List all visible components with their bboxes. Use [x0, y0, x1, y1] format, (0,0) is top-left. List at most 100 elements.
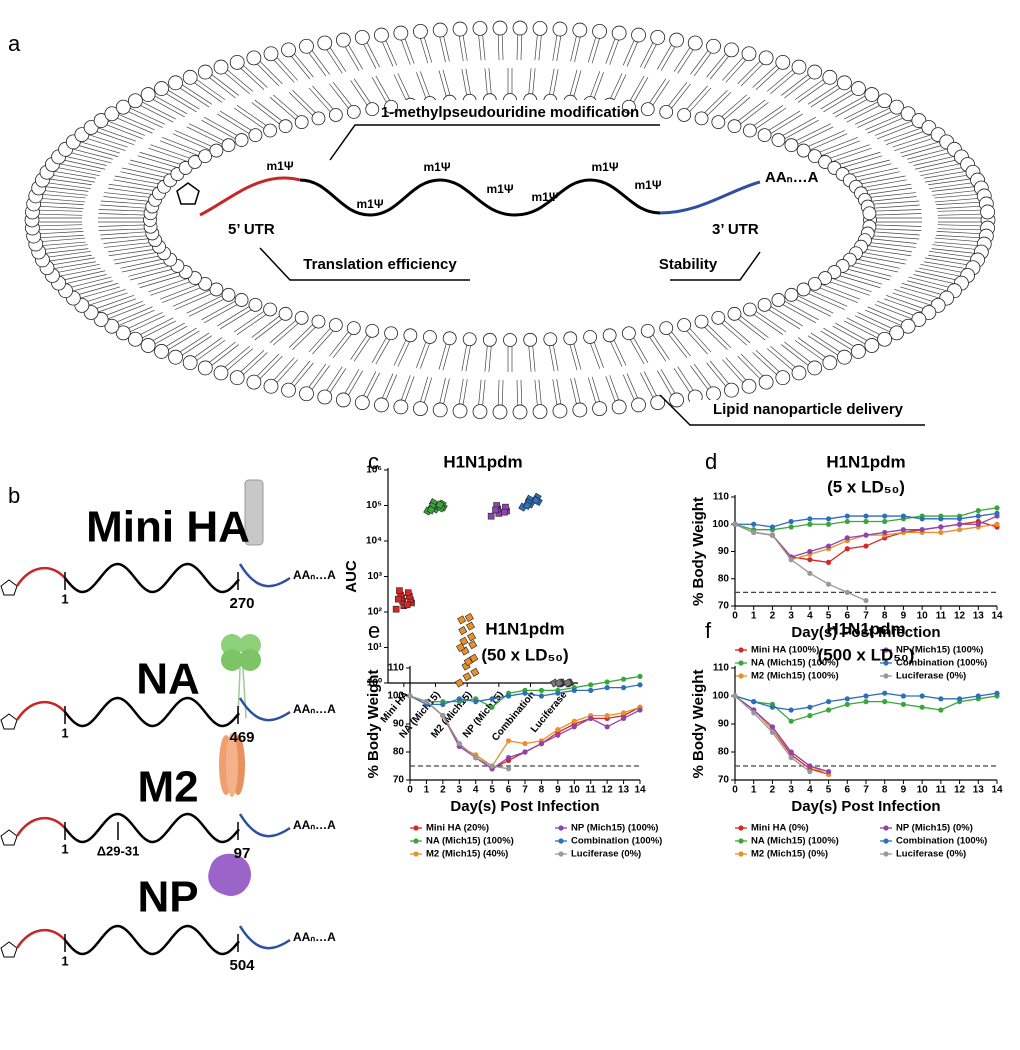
lipid-tail	[813, 137, 858, 155]
lipid-head	[807, 149, 822, 164]
lipid-tail	[32, 228, 83, 231]
end-position: 469	[229, 729, 254, 746]
lipid-tail	[102, 304, 146, 322]
data-point	[489, 704, 495, 710]
lipid-tail	[807, 335, 844, 359]
panel-label: c	[368, 449, 379, 474]
lipid-head	[154, 344, 169, 359]
data-point	[538, 687, 545, 694]
lipid-head	[317, 35, 333, 51]
lipid-head	[413, 401, 428, 416]
x-tick-label: 8	[882, 611, 888, 622]
lipid-head	[877, 93, 893, 109]
data-point	[505, 738, 512, 744]
data-point	[392, 605, 400, 613]
y-tick-label: 90	[718, 719, 730, 730]
legend-label: Luciferase (0%)	[571, 849, 641, 860]
lipid-head	[197, 360, 213, 376]
lipid-head	[724, 42, 739, 58]
lipid-head	[724, 382, 739, 398]
lipid-tail	[219, 110, 258, 135]
data-point	[522, 741, 528, 747]
chart-subtitle: (5 x LD₅₀)	[827, 477, 905, 496]
data-point	[465, 621, 475, 631]
lipid-tail	[901, 143, 948, 158]
lipid-tail	[91, 298, 137, 315]
lipid-tail	[136, 98, 176, 120]
lipid-head	[393, 25, 409, 41]
lipid-tail	[90, 294, 135, 312]
lipid-head	[512, 404, 528, 420]
data-point	[571, 687, 577, 694]
x-tick-label: 14	[991, 611, 1003, 622]
lipid-tail	[72, 143, 119, 158]
data-point	[505, 755, 512, 761]
lipid-head	[403, 328, 418, 343]
y-tick-label: 80	[718, 747, 730, 758]
lipid-tail	[100, 235, 153, 240]
data-point	[462, 672, 472, 682]
x-tick-label: 8	[539, 785, 545, 796]
lipid-tail	[148, 147, 195, 165]
x-tick-label: 6	[845, 611, 851, 622]
data-point	[882, 518, 888, 525]
lipid-tail	[804, 287, 848, 307]
lipid-head	[807, 64, 823, 80]
lipid-tail	[867, 231, 920, 236]
data-point	[788, 718, 794, 724]
lipid-tail	[937, 213, 988, 216]
lipid-tail	[913, 154, 961, 166]
lipid-tail	[702, 92, 732, 120]
data-point	[994, 690, 1000, 696]
five-utr-strand	[15, 566, 66, 587]
lipid-head	[248, 297, 263, 312]
lipid-head	[706, 386, 721, 402]
lipid-head	[246, 50, 262, 66]
lipid-tail	[813, 285, 858, 303]
lipid-tail	[923, 169, 973, 179]
lipid-head	[563, 331, 578, 346]
lipid-head	[472, 20, 488, 36]
x-tick-label: 13	[618, 785, 630, 796]
x-tick-label: 5	[826, 611, 832, 622]
lipid-tail	[233, 107, 269, 133]
lipid-head	[552, 403, 568, 419]
legend-label: NA (Mich15) (100%)	[751, 836, 839, 847]
lipid-head	[711, 310, 726, 325]
data-point	[825, 769, 832, 775]
data-point	[456, 696, 462, 702]
lipid-tail	[57, 270, 106, 282]
x-tick-label: 7	[522, 785, 528, 796]
x-tick-label: 10	[917, 611, 929, 622]
data-point	[975, 513, 981, 519]
lipid-tail	[932, 189, 982, 196]
lipid-head	[346, 104, 361, 119]
x-tick-label: 2	[770, 785, 776, 796]
lipid-tail	[91, 125, 137, 142]
lipid-tail	[176, 81, 213, 105]
lipid-head	[807, 276, 822, 291]
lipid-tail	[928, 177, 978, 186]
modification-site: m1Ψ	[634, 178, 661, 192]
lipid-tail	[907, 280, 954, 293]
lipid-tail	[765, 113, 803, 137]
data-point	[938, 707, 944, 713]
lipid-tail	[908, 276, 956, 290]
lipid-tail	[751, 107, 787, 133]
data-point	[458, 626, 468, 636]
chart: H1N1pdm(50 x LD₅₀)% Body Weight708090100…	[365, 619, 662, 859]
lipid-head	[611, 399, 627, 415]
data-point	[788, 707, 794, 713]
x-tick-label: 14	[991, 785, 1003, 796]
lipid-tail	[869, 228, 922, 231]
legend-marker	[883, 838, 889, 844]
lipid-tail	[42, 177, 92, 186]
lipid-head	[650, 29, 666, 45]
lipid-tail	[217, 303, 255, 327]
data-point	[769, 724, 776, 730]
lipid-head	[900, 318, 916, 334]
lipid-tail	[172, 133, 216, 153]
x-tick-label: 11	[936, 785, 947, 796]
data-point	[407, 693, 413, 699]
